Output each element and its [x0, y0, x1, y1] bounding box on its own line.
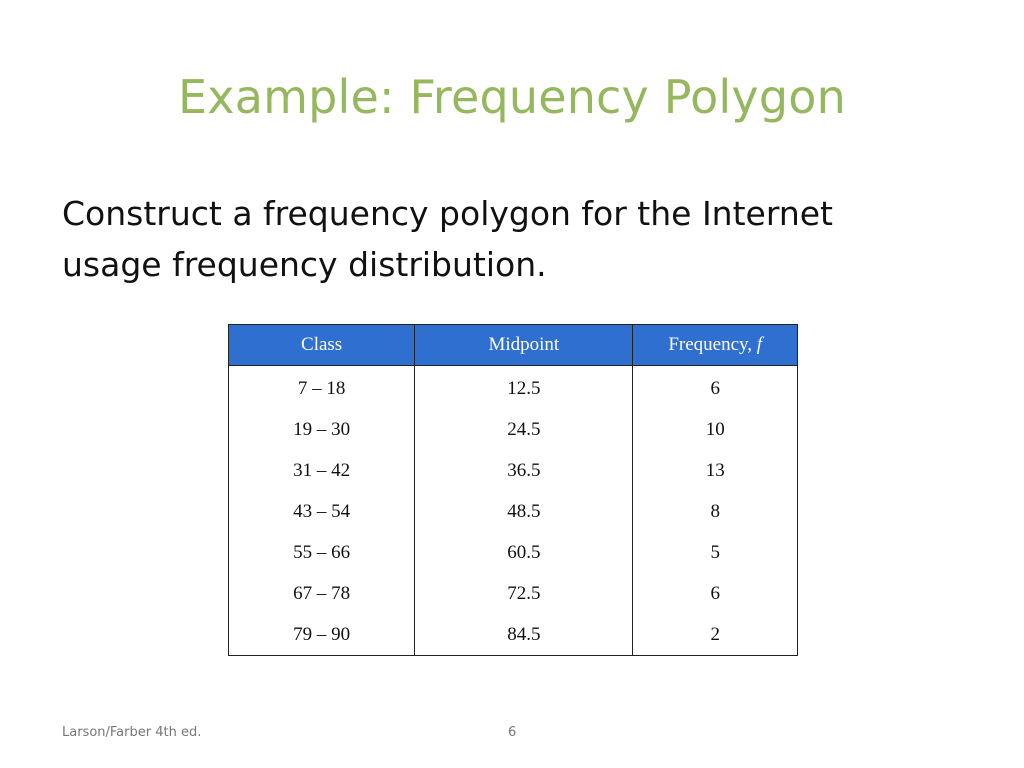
table-row: 55 – 66 60.5 5: [227, 532, 798, 573]
body-line-2: usage frequency distribution.: [62, 245, 547, 284]
cell-midpoint: 60.5: [414, 532, 634, 573]
cell-frequency: 5: [632, 532, 798, 573]
header-frequency: Frequency, f: [632, 324, 798, 366]
cell-class: 7 – 18: [227, 365, 416, 409]
header-class: Class: [227, 324, 416, 366]
cell-frequency: 10: [632, 409, 798, 450]
table-row: 79 – 90 84.5 2: [227, 614, 798, 656]
header-frequency-symbol: f: [756, 334, 763, 355]
cell-midpoint: 72.5: [414, 573, 634, 614]
table-row: 19 – 30 24.5 10: [227, 409, 798, 450]
table-row: 31 – 42 36.5 13: [227, 450, 798, 491]
cell-class: 79 – 90: [227, 614, 416, 656]
table-row: 43 – 54 48.5 8: [227, 491, 798, 532]
table-row: 7 – 18 12.5 6: [227, 365, 798, 409]
cell-midpoint: 12.5: [414, 365, 634, 409]
slide-title: Example: Frequency Polygon: [178, 70, 846, 124]
cell-class: 55 – 66: [227, 532, 416, 573]
cell-frequency: 8: [632, 491, 798, 532]
cell-frequency: 6: [632, 365, 798, 409]
frequency-table: Class Midpoint Frequency, f 7 – 18 12.5 …: [227, 324, 798, 656]
cell-frequency: 13: [632, 450, 798, 491]
header-midpoint: Midpoint: [414, 324, 634, 366]
cell-midpoint: 48.5: [414, 491, 634, 532]
cell-midpoint: 24.5: [414, 409, 634, 450]
slide-body-text: Construct a frequency polygon for the In…: [62, 188, 962, 290]
cell-class: 43 – 54: [227, 491, 416, 532]
table-row: 67 – 78 72.5 6: [227, 573, 798, 614]
header-frequency-label: Frequency,: [668, 334, 757, 355]
table-header-row: Class Midpoint Frequency, f: [227, 324, 798, 366]
cell-frequency: 2: [632, 614, 798, 656]
cell-class: 19 – 30: [227, 409, 416, 450]
cell-class: 31 – 42: [227, 450, 416, 491]
cell-class: 67 – 78: [227, 573, 416, 614]
cell-frequency: 6: [632, 573, 798, 614]
cell-midpoint: 36.5: [414, 450, 634, 491]
footer-page-number: 6: [508, 725, 517, 740]
footer-source: Larson/Farber 4th ed.: [62, 725, 202, 740]
body-line-1: Construct a frequency polygon for the In…: [62, 194, 833, 233]
cell-midpoint: 84.5: [414, 614, 634, 656]
